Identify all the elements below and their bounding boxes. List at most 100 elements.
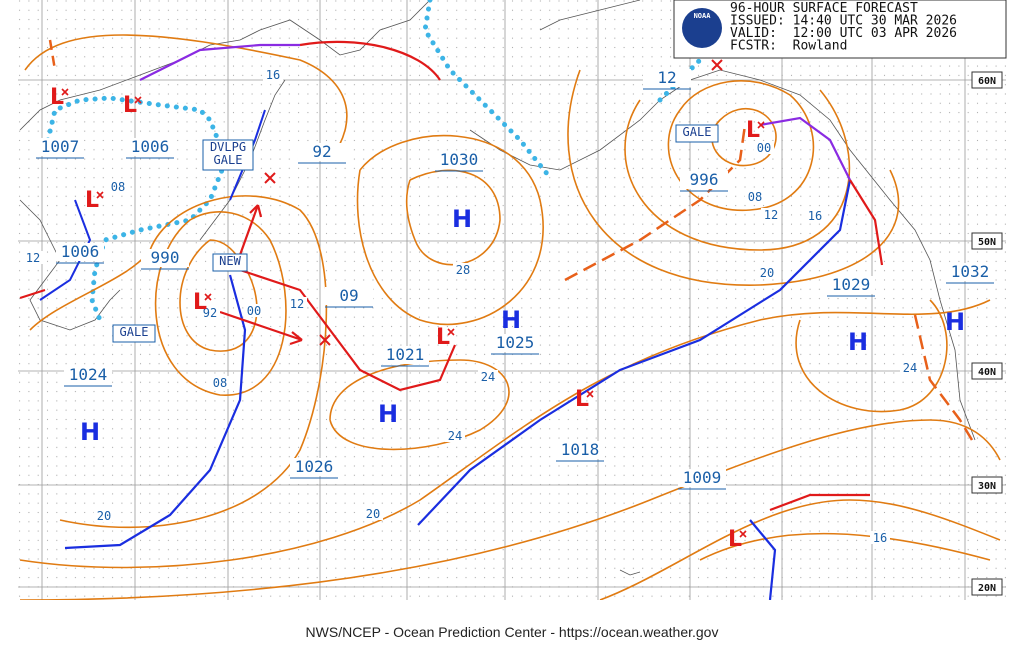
isobar-label-bg	[94, 509, 114, 522]
pressure-label: 09	[339, 286, 358, 305]
isobar-label: 12	[26, 251, 40, 265]
pressure-label: 12	[657, 68, 676, 87]
pressure-label: 1006	[131, 137, 170, 156]
high-center: H	[501, 306, 521, 334]
isobar-label-bg	[805, 209, 825, 222]
pressure-label-bg	[298, 143, 346, 161]
warning-box	[212, 253, 248, 272]
isobar-label-bg	[23, 251, 43, 264]
pressure-label: 92	[312, 142, 331, 161]
warning-text: DVLPG	[210, 140, 246, 154]
header-line: FCSTR: Rowland	[730, 39, 847, 54]
pressure-label-bg	[680, 171, 728, 189]
lat-label: 20N	[978, 583, 996, 594]
low-center: L	[193, 290, 207, 315]
isobar-label: 16	[808, 209, 822, 223]
pressure-label-bg	[491, 334, 539, 352]
graticule	[18, 0, 1006, 600]
header-line: ISSUED: 14:40 UTC 30 MAR 2026	[730, 14, 957, 29]
isobar-label-bg	[478, 370, 498, 383]
isobar-label-bg	[754, 141, 774, 154]
low-center: L	[436, 325, 450, 350]
pressure-label-bg	[325, 287, 373, 305]
lat-label-box	[971, 232, 1003, 250]
labels: 140E150E160E170E180170W160W150W140W130W1…	[23, 68, 1003, 621]
low-center: L	[50, 85, 64, 110]
pressure-label-bg	[36, 138, 84, 156]
pressure-label: 1007	[41, 137, 80, 156]
isobar-label: 20	[97, 509, 111, 523]
low-x	[757, 121, 765, 129]
isobar-label: 24	[481, 370, 495, 384]
low-x	[586, 390, 594, 398]
logo	[682, 8, 722, 48]
low-center: L	[746, 118, 760, 143]
isobar-label-bg	[108, 180, 128, 193]
pressure-label-bg	[827, 276, 875, 294]
pressure-label: 996	[690, 170, 719, 189]
header-line: 96-HOUR SURFACE FORECAST	[730, 1, 918, 16]
isobar-label: 08	[213, 376, 227, 390]
pressure-label-bg	[381, 346, 429, 364]
isobar-label: 16	[266, 68, 280, 82]
pressure-label: 1024	[69, 365, 108, 384]
warning-box	[112, 324, 156, 343]
pressure-label: 1006	[61, 242, 100, 261]
header-line: VALID: 12:00 UTC 03 APR 2026	[730, 26, 957, 41]
isobar-label-bg	[287, 297, 307, 310]
pressure-label-bg	[946, 263, 994, 281]
isobar-label-bg	[453, 263, 473, 276]
isobar-label: 08	[748, 190, 762, 204]
warning-text: NEW	[219, 254, 241, 268]
pressure-label: 1029	[832, 275, 871, 294]
pressure-label-bg	[141, 249, 189, 267]
warning-text: GALE	[683, 125, 712, 139]
isobar-label-bg	[870, 531, 890, 544]
warning-text: GALE	[214, 153, 243, 167]
low-x	[96, 191, 104, 199]
high-center: H	[945, 308, 965, 336]
lat-label-box	[971, 578, 1003, 596]
lat-label: 60N	[978, 76, 996, 87]
isobar-label: 12	[290, 297, 304, 311]
low-center: L	[85, 188, 99, 213]
pressure-label-bg	[126, 138, 174, 156]
pressure-label-bg	[290, 458, 338, 476]
isobar-label: 16	[873, 531, 887, 545]
isobar-label-bg	[244, 304, 264, 317]
low-center: L	[575, 387, 589, 412]
longitude-bar	[18, 600, 1006, 624]
isobars	[19, 34, 1001, 601]
low-x	[739, 530, 747, 538]
warning-text: GALE	[120, 325, 149, 339]
pressure-label: 1030	[440, 150, 479, 169]
lat-label-box	[971, 71, 1003, 89]
pressure-label-bg	[56, 243, 104, 261]
low-center: L	[123, 93, 137, 118]
lat-label: 50N	[978, 237, 996, 248]
low-x	[204, 293, 212, 301]
lat-label: 40N	[978, 367, 996, 378]
low-x	[61, 88, 69, 96]
pressure-label: 1021	[386, 345, 425, 364]
lat-label-box	[971, 476, 1003, 494]
isobar-label: 92	[203, 306, 217, 320]
ice-edge	[422, 0, 551, 178]
lat-label: 30N	[978, 481, 996, 492]
pressure-label-bg	[64, 366, 112, 384]
isobar-label: 20	[366, 507, 380, 521]
pressure-label: 1009	[683, 468, 722, 487]
isobar-label-bg	[363, 507, 383, 520]
isobar-label: 12	[764, 208, 778, 222]
isobar-label: 08	[111, 180, 125, 194]
high-center: H	[80, 418, 100, 446]
pressure-label: 990	[151, 248, 180, 267]
high-center: H	[378, 400, 398, 428]
isobar-label: 28	[456, 263, 470, 277]
warning-box	[675, 124, 719, 143]
pressure-label: 1026	[295, 457, 334, 476]
pressure-label-bg	[643, 69, 691, 87]
